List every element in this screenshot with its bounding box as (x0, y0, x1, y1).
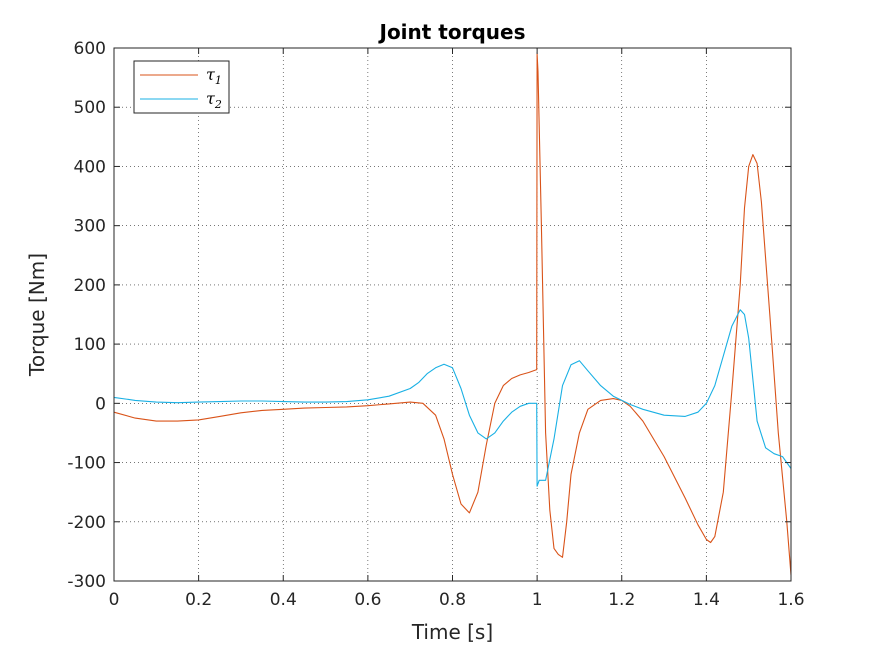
x-tick-label: 0.8 (439, 590, 466, 610)
legend-subscript: 2 (214, 98, 222, 111)
series-line-2 (113, 309, 792, 487)
x-tick-label: 0.4 (270, 590, 297, 610)
y-axis-label: Torque [Nm] (25, 253, 49, 377)
legend-box (133, 60, 230, 114)
x-tick-label: 1 (532, 590, 543, 610)
x-tick-label: 0.2 (185, 590, 212, 610)
x-tick-label: 0 (109, 590, 120, 610)
chart-title: Joint torques (378, 20, 526, 44)
y-tick-label: 100 (74, 335, 106, 355)
y-tick-label: 0 (95, 394, 106, 414)
y-tick-label: 200 (74, 276, 106, 296)
legend-label-1: τ1 (206, 65, 222, 87)
y-tick-label: 600 (74, 39, 106, 59)
y-tick-label: 400 (74, 157, 106, 177)
ticks: 0 0.2 0.4 0.6 0.8 1 1.2 1.4 1.6 -300 -200 -100 0 100 2… (67, 39, 804, 610)
x-tick-label: 1.6 (777, 590, 804, 610)
legend-symbol: τ (206, 89, 216, 108)
y-tick-label: 300 (74, 217, 106, 237)
x-axis-label: Time [s] (411, 620, 493, 644)
y-tick-label: -100 (67, 454, 106, 474)
x-tick-label: 1.2 (608, 590, 635, 610)
y-tick-label: 500 (74, 98, 106, 118)
y-tick-label: -300 (67, 572, 106, 592)
y-tick-label: -200 (67, 513, 106, 533)
x-tick-label: 0.6 (354, 590, 381, 610)
legend-subscript: 1 (215, 74, 222, 87)
series-layer (113, 53, 792, 576)
legend-label-2: τ2 (206, 89, 222, 111)
x-tick-label: 1.4 (693, 590, 720, 610)
legend-symbol: τ (206, 65, 216, 84)
series-line-1 (113, 53, 792, 576)
